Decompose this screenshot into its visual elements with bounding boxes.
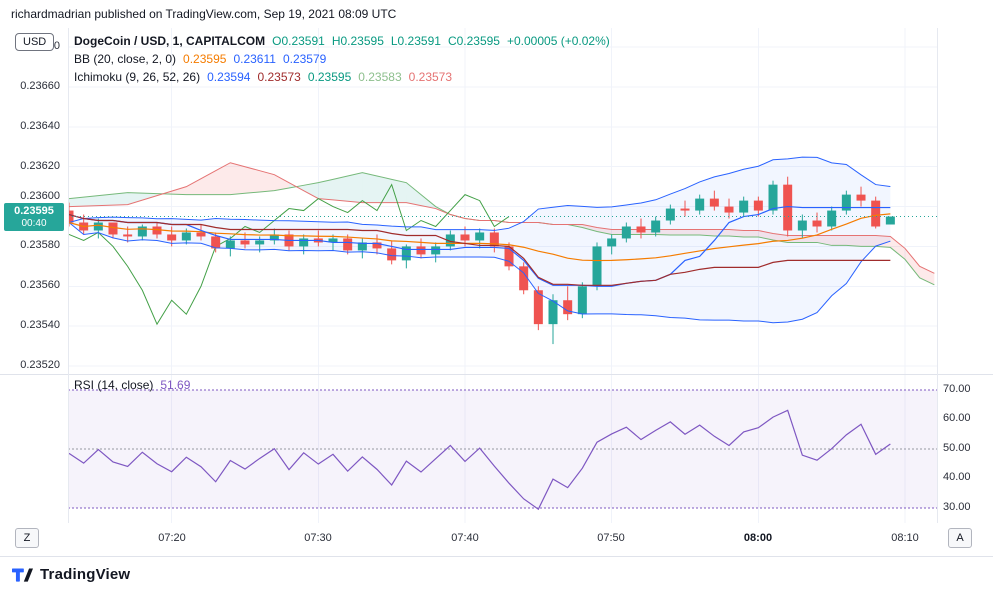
ohlc-close: C0.23595 (447, 34, 500, 48)
price-axis-label: 0.23640 (20, 120, 60, 132)
bb-basis-value: 0.23595 (183, 52, 227, 66)
price-axis-label: 0.23580 (20, 239, 60, 251)
price-axis-label: 0.23560 (20, 279, 60, 291)
time-axis-label-session: 08:00 (743, 532, 773, 544)
time-axis-label: 07:50 (597, 532, 625, 544)
tradingview-logo-icon (12, 567, 33, 582)
bb-lower-value: 0.23579 (282, 52, 327, 66)
rsi-axis-label: 30.00 (943, 501, 971, 513)
right-axis-border (937, 28, 938, 556)
zoom-hint-a-button[interactable]: A (948, 528, 972, 548)
footer-bar: TradingView (0, 556, 993, 592)
ichimoku-kijun-value: 0.23573 (257, 70, 301, 84)
time-axis-label: 08:10 (891, 532, 919, 544)
ichimoku-legend-row: Ichimoku (9, 26, 52, 26) 0.23594 0.23573… (74, 70, 452, 84)
brand-name: TradingView (40, 566, 131, 583)
time-axis-label: 07:40 (451, 532, 479, 544)
ichimoku-spana-value: 0.23583 (358, 70, 402, 84)
currency-toggle-button[interactable]: USD (15, 33, 55, 51)
rsi-pane-canvas (68, 375, 937, 523)
bb-upper-value: 0.23611 (233, 52, 276, 66)
price-axis-label: 0.23620 (20, 160, 60, 172)
rsi-axis-label: 40.00 (943, 471, 971, 483)
time-axis[interactable]: 07:20 07:30 07:40 07:50 08:00 08:10 (0, 523, 993, 556)
time-axis-label: 07:30 (304, 532, 332, 544)
ohlc-low: L0.23591 (390, 34, 441, 48)
ichimoku-chikou-value: 0.23595 (307, 70, 352, 84)
ichimoku-tenkan-value: 0.23594 (207, 70, 251, 84)
price-axis-label: 0.23600 (20, 190, 60, 202)
symbol-legend-row: DogeCoin / USD, 1, CAPITALCOM O0.23591 H… (74, 34, 610, 48)
symbol-title: DogeCoin / USD, 1, CAPITALCOM (74, 34, 266, 48)
left-axis-border (68, 28, 69, 556)
zoom-hint-z-button[interactable]: Z (15, 528, 39, 548)
time-axis-label: 07:20 (158, 532, 186, 544)
rsi-axis-label: 60.00 (943, 412, 971, 424)
rsi-axis-label: 70.00 (943, 383, 971, 395)
rsi-legend-row: RSI (14, close) 51.69 (74, 378, 190, 392)
price-pane-canvas (68, 28, 937, 375)
pane-divider[interactable] (0, 374, 993, 375)
bb-title: BB (20, close, 2, 0) (74, 52, 177, 66)
ichimoku-title: Ichimoku (9, 26, 52, 26) (74, 70, 201, 84)
rsi-axis-label: 50.00 (943, 442, 971, 454)
tradingview-logo-link[interactable]: TradingView (12, 566, 130, 583)
bar-countdown-timer: 00:40 (21, 218, 47, 229)
rsi-title: RSI (14, close) (74, 378, 154, 392)
rsi-value: 51.69 (160, 378, 191, 392)
price-axis-label: 0.23520 (20, 359, 60, 371)
price-axis-label: 0.23660 (20, 80, 60, 92)
ohlc-open: O0.23591 (272, 34, 325, 48)
ohlc-change: +0.00005 (+0.02%) (506, 34, 610, 48)
attribution-text: richardmadrian published on TradingView.… (11, 7, 397, 21)
bb-legend-row: BB (20, close, 2, 0) 0.23595 0.23611 0.2… (74, 52, 326, 66)
attribution-bar: richardmadrian published on TradingView.… (0, 0, 993, 28)
last-price-value: 0.23595 (14, 205, 54, 217)
last-price-badge: 0.23595 00:40 (4, 203, 64, 231)
price-axis-label: 0.23540 (20, 319, 60, 331)
ohlc-high: H0.23595 (331, 34, 384, 48)
ichimoku-spanb-value: 0.23573 (408, 70, 453, 84)
